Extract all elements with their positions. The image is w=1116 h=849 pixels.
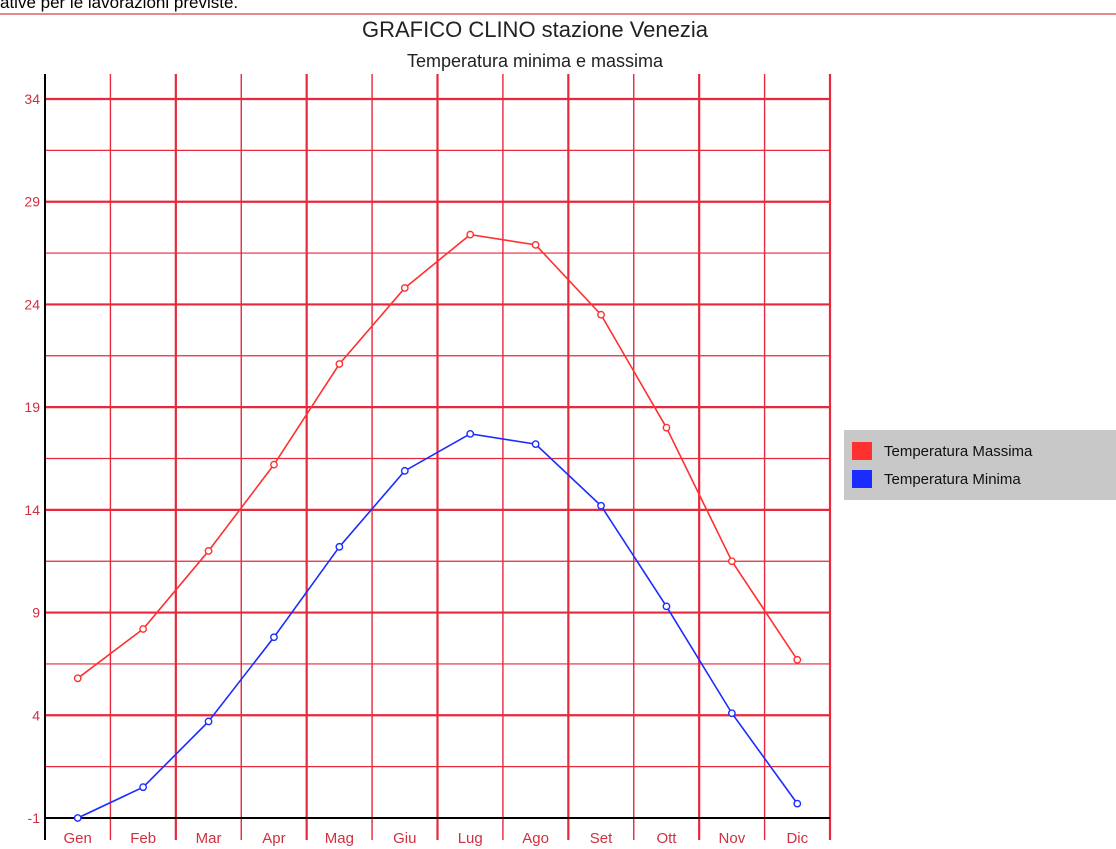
legend-item-max: Temperatura Massima bbox=[852, 440, 1032, 462]
y-tick-label: 19 bbox=[24, 399, 40, 415]
legend-label-max: Temperatura Massima bbox=[884, 442, 1033, 460]
top-text-fragment: ative per le lavorazioni previste. bbox=[0, 0, 239, 12]
x-tick-label: Lug bbox=[458, 830, 483, 847]
data-point-max bbox=[335, 360, 344, 368]
data-point-min bbox=[73, 814, 82, 822]
data-point-max bbox=[73, 674, 82, 683]
data-point-max bbox=[531, 240, 540, 249]
data-point-min bbox=[727, 709, 736, 718]
y-tick-label: 29 bbox=[24, 194, 40, 210]
data-point-min bbox=[531, 440, 540, 449]
data-point-max bbox=[139, 625, 148, 633]
chart-legend: Temperatura Massima Temperatura Minima bbox=[844, 430, 1116, 500]
x-tick-label: Apr bbox=[262, 830, 285, 847]
x-tick-label: Ott bbox=[656, 830, 677, 847]
x-tick-label: Mar bbox=[196, 830, 222, 847]
x-tick-label: Dic bbox=[786, 830, 808, 847]
series-line-max bbox=[77, 233, 798, 679]
data-point-min bbox=[793, 799, 802, 808]
data-point-min bbox=[597, 501, 605, 510]
x-tick-label: Nov bbox=[719, 830, 746, 847]
data-point-min bbox=[204, 717, 213, 726]
data-point-max bbox=[727, 557, 736, 566]
y-tick-label: 24 bbox=[24, 296, 40, 312]
y-tick-label: 9 bbox=[32, 605, 40, 621]
data-point-min bbox=[335, 542, 344, 551]
data-point-min bbox=[139, 783, 148, 792]
y-tick-label: -1 bbox=[28, 810, 41, 826]
x-tick-label: Gen bbox=[64, 830, 92, 847]
x-tick-label: Set bbox=[590, 830, 613, 847]
y-tick-label: 14 bbox=[24, 502, 40, 518]
data-point-max bbox=[662, 423, 671, 432]
x-tick-label: Giu bbox=[393, 830, 416, 847]
x-tick-label: Feb bbox=[130, 830, 156, 847]
chart-grid bbox=[45, 74, 832, 840]
chart-tick-labels: 34 29 24 19 14 9 4 -1 Gen Feb Mar Apr Mag Giu Lug Ago Se… bbox=[24, 91, 808, 847]
x-tick-label: Ago bbox=[522, 830, 549, 847]
legend-label-min: Temperatura Minima bbox=[884, 470, 1021, 488]
data-point-max bbox=[466, 230, 475, 239]
top-divider bbox=[0, 13, 1116, 15]
data-point-min bbox=[400, 466, 409, 475]
legend-item-min: Temperatura Minima bbox=[852, 468, 1021, 490]
chart-title: GRAFICO CLINO stazione Venezia bbox=[362, 17, 709, 42]
data-point-min bbox=[466, 429, 475, 438]
chart-series bbox=[73, 230, 802, 822]
data-point-min bbox=[270, 633, 278, 642]
data-point-max bbox=[597, 310, 605, 319]
data-point-max bbox=[204, 547, 213, 555]
legend-swatch-min bbox=[852, 470, 872, 488]
legend-swatch-max bbox=[852, 442, 872, 460]
data-point-min bbox=[662, 602, 671, 611]
x-tick-label: Mag bbox=[325, 830, 354, 847]
series-line-min bbox=[77, 433, 798, 819]
y-tick-label: 34 bbox=[24, 91, 40, 107]
data-point-max bbox=[270, 460, 278, 469]
chart-axes bbox=[44, 74, 830, 840]
chart-subtitle: Temperatura minima e massima bbox=[407, 51, 664, 71]
data-point-max bbox=[400, 284, 409, 292]
data-point-max bbox=[793, 655, 802, 664]
y-tick-label: 4 bbox=[32, 707, 40, 723]
